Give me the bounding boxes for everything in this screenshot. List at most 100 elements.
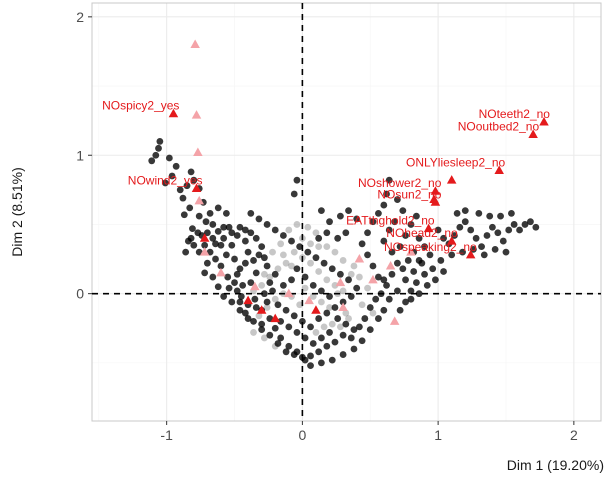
category-label: NOwind2_yes [128,173,203,187]
reference-lines [92,3,601,421]
individual-point [421,270,428,278]
individual-point [236,306,244,314]
faded-individual-point [320,323,328,331]
individual-point [220,223,228,231]
individual-point [508,209,515,217]
individual-point [415,290,423,298]
individual-point [202,218,210,226]
individual-point [385,226,393,234]
individual-point [307,352,314,360]
individual-point [263,221,271,228]
individual-point [231,255,238,263]
individual-point [212,255,219,263]
individual-point [402,232,409,239]
individual-point [320,259,328,267]
x-tick-label: 0 [298,427,306,443]
individual-point [317,287,325,295]
individual-point [336,212,344,220]
individual-point [355,323,363,331]
individual-point [404,257,412,264]
category-marker [311,305,321,314]
category-label: NOoutbed2_no [458,119,540,133]
faded-individual-point [342,309,350,317]
individual-point [315,315,323,322]
individual-point [470,245,477,253]
individual-point [203,229,211,237]
individual-point [394,259,401,267]
individual-point [364,251,371,259]
individual-point [350,345,358,353]
individual-point [437,257,445,264]
faded-individual-point [290,248,298,256]
individual-point [323,342,331,350]
individual-point [296,243,304,251]
individual-point [307,323,314,331]
individual-point [172,162,180,170]
faded-category-marker [250,281,260,291]
faded-category-marker [335,277,346,287]
individual-point [301,334,309,342]
individual-point [440,234,447,242]
individual-point [301,273,309,281]
individual-point [236,298,244,306]
individual-point [237,293,245,300]
individual-point [165,154,173,162]
faded-individual-point [331,281,339,289]
individual-point [366,304,374,311]
individual-point [252,234,260,242]
individual-point [380,276,388,284]
individual-point [334,315,342,322]
individual-point [374,315,382,322]
individual-point [421,243,428,251]
category-marker [539,117,549,126]
individual-point [201,241,209,249]
individual-point [380,306,388,314]
faded-category-marker [389,316,400,325]
individual-point [228,241,236,249]
individual-point [255,251,263,259]
faded-individual-point [315,268,323,275]
category-label: NOspicy2_yes [102,99,179,113]
x-tick-label: 2 [570,427,578,443]
individual-point [342,229,350,237]
individual-point [233,287,241,295]
individual-point [244,248,252,256]
individual-point [339,331,347,339]
y-tick-label: 0 [76,286,84,302]
individual-point [309,281,317,289]
individual-point [260,254,268,262]
individual-point [317,207,325,215]
individual-point [222,251,230,259]
category-label: NOshower2_no [358,176,442,190]
individual-point [467,226,475,234]
individual-point [489,223,496,231]
individual-point [315,348,323,356]
individual-point [228,298,236,306]
individual-point [407,221,415,228]
individual-point [331,304,339,311]
faded-individual-point [255,312,263,320]
individual-point [187,168,195,176]
individual-point [361,315,369,322]
individual-point [258,243,266,251]
individual-point [224,273,232,281]
category-marker [528,129,538,138]
individual-point [516,226,523,234]
individual-point [225,223,233,231]
faded-individual-point [260,270,268,278]
individual-point [244,315,252,322]
individual-point [252,269,260,277]
faded-individual-point [258,281,266,289]
individual-point [353,284,361,292]
faded-individual-point [266,273,274,281]
individual-point [263,298,271,306]
individual-point [241,309,249,317]
faded-individual-point [298,234,306,242]
category-marker [423,223,434,233]
faded-individual-point [312,229,320,237]
faded-individual-point [334,290,342,298]
category-label: ONLYliesleep2_no [406,155,506,169]
faded-individual-point [263,304,271,311]
individual-point [282,348,290,356]
faded-individual-point [298,254,306,262]
